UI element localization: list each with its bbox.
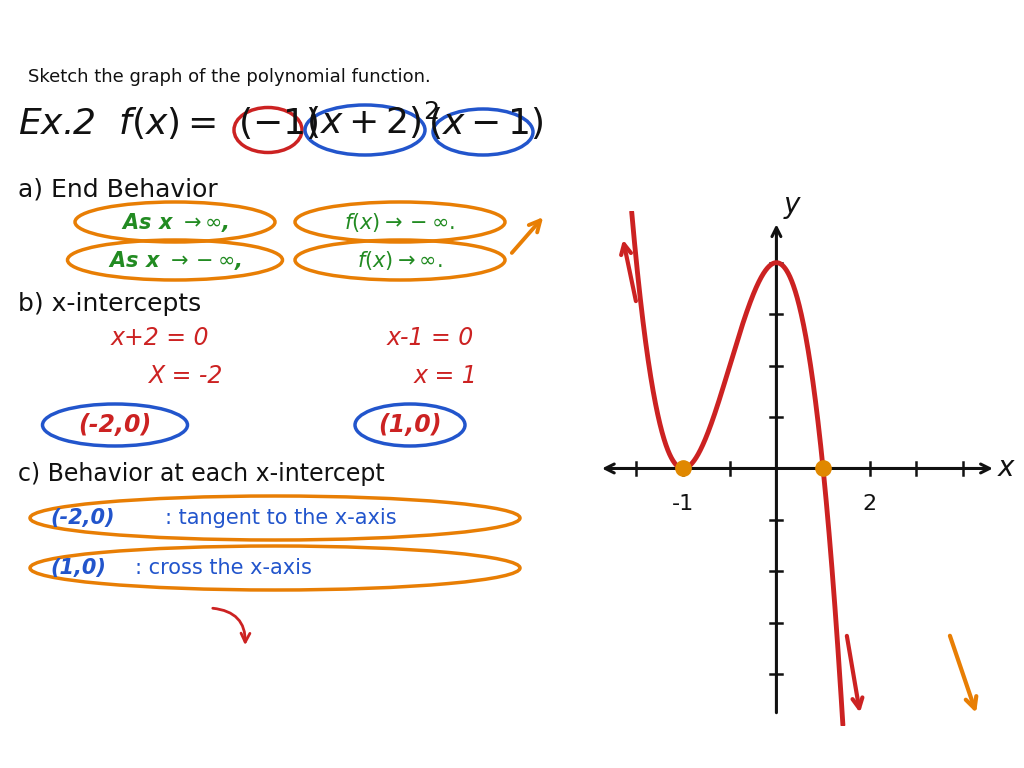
Text: x-1 = 0: x-1 = 0 bbox=[386, 326, 474, 350]
Text: $(x+2)^2$: $(x+2)^2$ bbox=[306, 100, 439, 141]
Text: $f(x)\rightarrow \infty.$: $f(x)\rightarrow \infty.$ bbox=[357, 249, 442, 272]
Text: $(x-1)$: $(x-1)$ bbox=[428, 105, 544, 141]
Text: As x $\rightarrow\infty$,: As x $\rightarrow\infty$, bbox=[121, 210, 229, 233]
Text: As x $\rightarrow-\infty$,: As x $\rightarrow-\infty$, bbox=[109, 249, 242, 272]
Text: : tangent to the x-axis: : tangent to the x-axis bbox=[165, 508, 396, 528]
Text: $(-1)$: $(-1)$ bbox=[238, 105, 318, 141]
Text: y: y bbox=[783, 191, 800, 219]
Text: b) x-intercepts: b) x-intercepts bbox=[18, 292, 202, 316]
Text: Ex.2  $f(x) = $: Ex.2 $f(x) = $ bbox=[18, 105, 216, 141]
Text: 2: 2 bbox=[862, 495, 877, 515]
Text: x: x bbox=[998, 455, 1015, 482]
Text: a) End Behavior: a) End Behavior bbox=[18, 178, 218, 202]
Text: : cross the x-axis: : cross the x-axis bbox=[135, 558, 312, 578]
Text: -1: -1 bbox=[672, 495, 694, 515]
Text: (1,0): (1,0) bbox=[50, 558, 105, 578]
Text: c) Behavior at each x-intercept: c) Behavior at each x-intercept bbox=[18, 462, 385, 486]
Text: (-2,0): (-2,0) bbox=[79, 413, 152, 437]
Text: Sketch the graph of the polynomial function.: Sketch the graph of the polynomial funct… bbox=[28, 68, 431, 86]
Text: x+2 = 0: x+2 = 0 bbox=[111, 326, 209, 350]
Text: x = 1: x = 1 bbox=[413, 364, 477, 388]
Text: (1,0): (1,0) bbox=[378, 413, 441, 437]
Text: $f(x)\rightarrow -\infty.$: $f(x)\rightarrow -\infty.$ bbox=[344, 210, 456, 233]
Text: (-2,0): (-2,0) bbox=[50, 508, 115, 528]
Text: X = -2: X = -2 bbox=[147, 364, 222, 388]
